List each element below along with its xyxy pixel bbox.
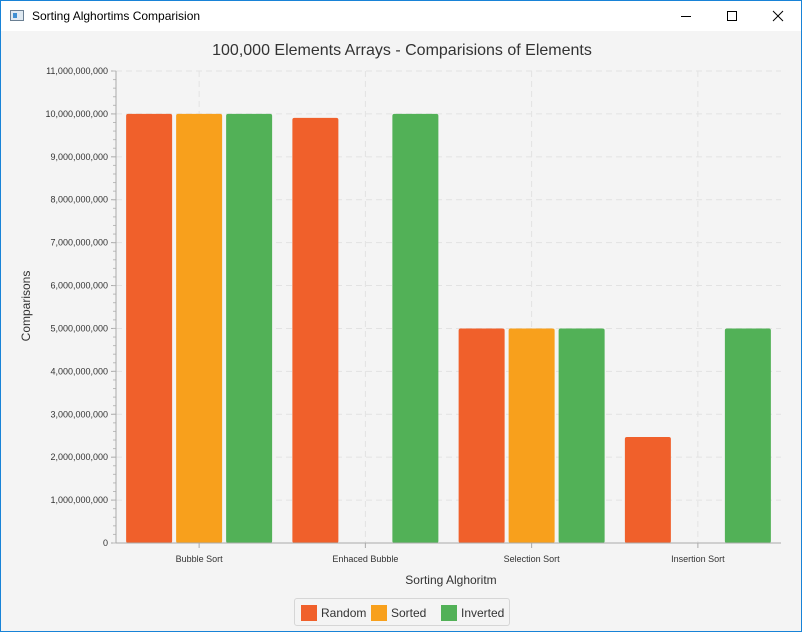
maximize-icon <box>727 11 737 21</box>
bar-random-insertion-sort[interactable] <box>624 437 671 543</box>
title-bar[interactable]: Sorting Alghortims Comparision <box>1 1 801 31</box>
legend-label-random: Random <box>321 606 367 620</box>
y-tick-label: 3,000,000,000 <box>50 409 108 419</box>
bar-inverted-selection-sort[interactable] <box>558 328 605 543</box>
bar-chart: 100,000 Elements Arrays - Comparisions o… <box>19 42 781 587</box>
bars <box>126 113 771 544</box>
x-tick-label: Enhaced Bubble <box>332 554 398 564</box>
bar-random-bubble-sort[interactable] <box>126 113 173 543</box>
legend-label-inverted: Inverted <box>461 606 505 620</box>
bar-sorted-bubble-sort[interactable] <box>176 113 223 543</box>
y-tick-label: 11,000,000,000 <box>46 66 108 76</box>
y-tick-label: 2,000,000,000 <box>50 452 108 462</box>
bar-inverted-bubble-sort[interactable] <box>226 113 273 543</box>
y-tick-label: 4,000,000,000 <box>50 366 108 376</box>
minimize-button[interactable] <box>663 1 709 31</box>
axes: 0 1,000,000,000 2,000,000,000 3,000,000,000… <box>45 66 781 564</box>
y-tick-label: 1,000,000,000 <box>50 495 108 505</box>
x-tick-label: Bubble Sort <box>176 554 224 564</box>
bar-inverted-insertion-sort[interactable] <box>724 328 771 543</box>
x-axis-label: Sorting Alghoritm <box>405 573 496 587</box>
y-tick-label: 6,000,000,000 <box>50 281 108 291</box>
legend-swatch-random <box>301 605 317 621</box>
legend: Random Sorted Inverted <box>294 598 510 626</box>
x-tick-label: Insertion Sort <box>671 554 725 564</box>
bar-random-selection-sort[interactable] <box>458 328 505 543</box>
legend-swatch-inverted <box>441 605 457 621</box>
y-axis-label: Comparisons <box>19 271 33 342</box>
minimize-icon <box>681 16 691 17</box>
bar-random-enhaced-bubble[interactable] <box>292 117 339 544</box>
close-button[interactable] <box>755 1 801 31</box>
y-tick-label: 10,000,000,000 <box>45 109 108 119</box>
bar-sorted-selection-sort[interactable] <box>508 328 555 543</box>
close-icon <box>772 10 784 22</box>
y-tick-label: 8,000,000,000 <box>50 195 108 205</box>
y-tick-label: 9,000,000,000 <box>50 152 108 162</box>
bar-inverted-enhaced-bubble[interactable] <box>392 113 439 543</box>
legend-swatch-sorted <box>371 605 387 621</box>
y-tick-label: 7,000,000,000 <box>50 238 108 248</box>
window-title: Sorting Alghortims Comparision <box>32 9 201 23</box>
chart-title: 100,000 Elements Arrays - Comparisions o… <box>212 42 592 59</box>
y-tick-label: 5,000,000,000 <box>50 323 108 333</box>
maximize-button[interactable] <box>709 1 755 31</box>
y-tick-label: 0 <box>103 538 108 548</box>
legend-label-sorted: Sorted <box>391 606 427 620</box>
x-tick-label: Selection Sort <box>504 554 561 564</box>
app-icon <box>10 10 24 21</box>
